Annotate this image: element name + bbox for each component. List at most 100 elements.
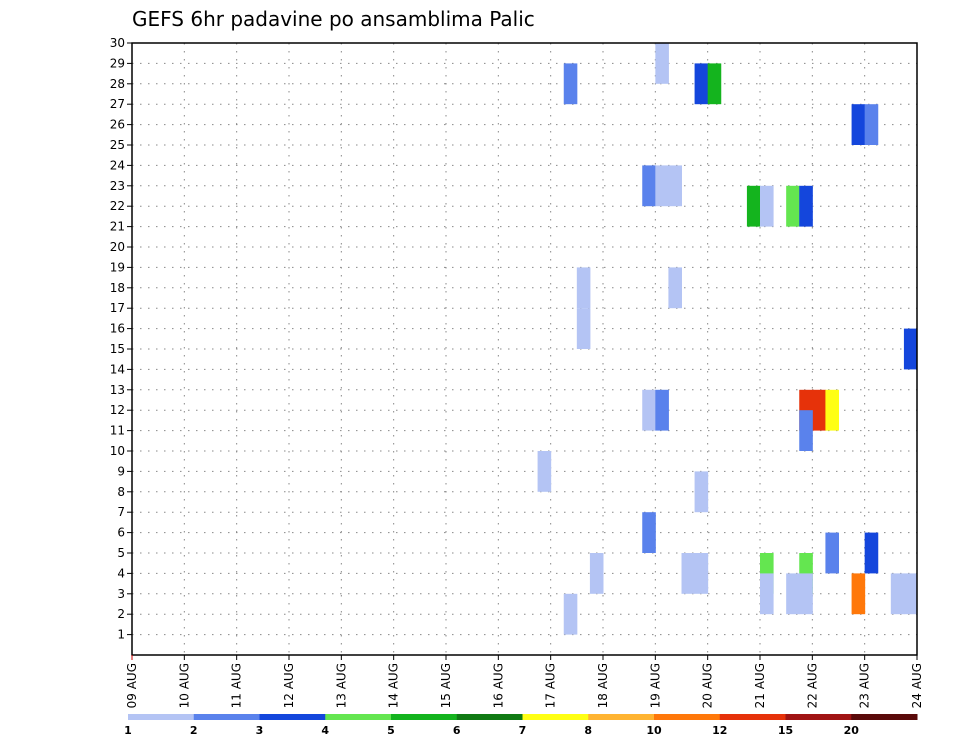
x-tick-label: 20 AUG bbox=[701, 663, 715, 708]
y-tick-label: 11 bbox=[110, 424, 125, 438]
precip-cell bbox=[642, 512, 656, 553]
colorbar-swatch bbox=[391, 714, 458, 720]
precip-cell bbox=[655, 389, 669, 431]
y-tick-label: 12 bbox=[110, 403, 125, 417]
precip-cell bbox=[864, 532, 879, 574]
colorbar-swatch bbox=[522, 714, 589, 720]
precip-cell bbox=[903, 573, 918, 615]
colorbar-swatch bbox=[851, 714, 918, 720]
precip-cell bbox=[589, 553, 604, 594]
colorbar-label: 1 bbox=[124, 724, 132, 737]
precip-cells bbox=[537, 43, 918, 635]
x-tick-label: 17 AUG bbox=[544, 663, 558, 708]
colorbar-swatch bbox=[325, 714, 392, 720]
colorbar-swatch bbox=[588, 714, 655, 720]
colorbar-swatch bbox=[193, 714, 260, 720]
precip-cell bbox=[655, 165, 669, 207]
precip-cell bbox=[799, 573, 813, 615]
y-tick-label: 15 bbox=[110, 342, 125, 356]
precip-cell bbox=[903, 328, 918, 370]
precip-cell bbox=[694, 471, 709, 513]
colorbar: 1 2 3 4 5 6 7 8 10 12 15 20 bbox=[124, 714, 918, 737]
precip-cell bbox=[694, 63, 709, 105]
precip-cell bbox=[563, 593, 578, 635]
precip-cell bbox=[825, 389, 839, 431]
y-tick-label: 9 bbox=[117, 464, 125, 478]
colorbar-label: 2 bbox=[190, 724, 198, 737]
y-tick-label: 16 bbox=[110, 322, 125, 336]
precip-cell bbox=[694, 553, 709, 594]
x-tick-label: 18 AUG bbox=[596, 663, 610, 708]
precip-cell bbox=[655, 43, 669, 84]
precip-cell bbox=[786, 573, 800, 615]
x-tick-label: 23 AUG bbox=[858, 663, 872, 708]
colorbar-swatch bbox=[654, 714, 721, 720]
x-tick-label: 11 AUG bbox=[230, 663, 244, 708]
x-axis: 09 AUG 10 AUG 11 AUG 12 AUG 13 AUG 14 AUG 15 A… bbox=[125, 655, 924, 708]
y-tick-label: 20 bbox=[110, 240, 125, 254]
colorbar-label: 15 bbox=[778, 724, 793, 737]
y-tick-label: 5 bbox=[117, 546, 125, 560]
precip-cell bbox=[799, 185, 813, 227]
precip-cell bbox=[746, 185, 761, 227]
colorbar-swatch bbox=[259, 714, 326, 720]
x-tick-label: 24 AUG bbox=[910, 663, 924, 708]
chart-title: GEFS 6hr padavine po ansamblima Palic bbox=[132, 7, 535, 31]
precip-cell bbox=[760, 185, 774, 227]
precip-cell bbox=[537, 451, 552, 492]
precip-cell bbox=[707, 63, 722, 105]
precip-cell bbox=[825, 532, 839, 574]
colorbar-swatch bbox=[128, 714, 195, 720]
precip-cell bbox=[851, 104, 866, 145]
y-axis: 1234567891011121314151617181920212223242… bbox=[110, 36, 132, 642]
colorbar-label: 5 bbox=[387, 724, 395, 737]
colorbar-label: 4 bbox=[321, 724, 329, 737]
precip-cell bbox=[799, 410, 813, 451]
x-tick-label: 19 AUG bbox=[648, 663, 662, 708]
y-tick-label: 27 bbox=[110, 97, 125, 111]
y-tick-label: 3 bbox=[117, 587, 125, 601]
y-tick-label: 23 bbox=[110, 179, 125, 193]
y-tick-label: 8 bbox=[117, 485, 125, 499]
precip-cell bbox=[642, 165, 656, 207]
colorbar-label: 12 bbox=[712, 724, 727, 737]
precip-cell bbox=[576, 308, 591, 349]
y-tick-label: 18 bbox=[110, 281, 125, 295]
y-tick-label: 19 bbox=[110, 260, 125, 274]
y-tick-label: 30 bbox=[110, 36, 125, 50]
x-tick-label: 15 AUG bbox=[439, 663, 453, 708]
precip-cell bbox=[812, 389, 826, 431]
precip-cell bbox=[851, 573, 866, 615]
x-tick-label: 12 AUG bbox=[282, 663, 296, 708]
x-tick-label: 22 AUG bbox=[805, 663, 819, 708]
y-tick-label: 13 bbox=[110, 383, 125, 397]
colorbar-label: 8 bbox=[584, 724, 592, 737]
precip-cell bbox=[642, 389, 656, 431]
precip-cell bbox=[563, 63, 578, 105]
colorbar-label: 7 bbox=[519, 724, 527, 737]
y-tick-label: 4 bbox=[117, 566, 125, 580]
colorbar-label: 10 bbox=[646, 724, 662, 737]
y-tick-label: 7 bbox=[117, 505, 125, 519]
x-tick-label: 14 AUG bbox=[387, 663, 401, 708]
y-tick-label: 21 bbox=[110, 220, 125, 234]
precip-cell bbox=[681, 553, 696, 594]
y-tick-label: 6 bbox=[117, 526, 125, 540]
y-tick-label: 10 bbox=[110, 444, 125, 458]
precip-cell bbox=[890, 573, 905, 615]
y-tick-label: 14 bbox=[110, 362, 125, 376]
x-tick-label: 09 AUG bbox=[125, 663, 139, 708]
x-tick-label: 16 AUG bbox=[491, 663, 505, 708]
precip-cell bbox=[576, 267, 591, 309]
colorbar-label: 6 bbox=[453, 724, 461, 737]
y-tick-label: 24 bbox=[110, 158, 125, 172]
precip-cell bbox=[668, 165, 682, 207]
y-tick-label: 22 bbox=[110, 199, 125, 213]
x-tick-label: 13 AUG bbox=[334, 663, 348, 708]
y-tick-label: 2 bbox=[117, 607, 125, 621]
colorbar-swatch bbox=[719, 714, 786, 720]
y-tick-label: 26 bbox=[110, 118, 125, 132]
x-tick-label: 21 AUG bbox=[753, 663, 767, 708]
colorbar-swatch bbox=[785, 714, 852, 720]
